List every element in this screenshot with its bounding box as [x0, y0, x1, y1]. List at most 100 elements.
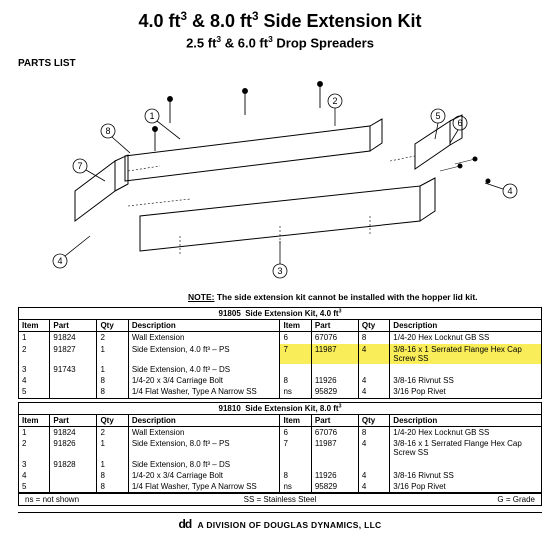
- table-cell: [50, 386, 97, 398]
- kit-title: 91810 Side Extension Kit, 8.0 ft3: [19, 402, 542, 414]
- table-cell: 91827: [50, 344, 97, 364]
- col-header: Item: [280, 414, 311, 426]
- col-header: Description: [390, 320, 542, 332]
- page-subtitle: 2.5 ft3 & 6.0 ft3 Drop Spreaders: [18, 34, 542, 50]
- table-cell: 91743: [50, 364, 97, 375]
- table-cell: 3/8-16 x 1 Serrated Flange Hex Cap Screw…: [390, 438, 542, 458]
- col-header: Qty: [97, 320, 128, 332]
- table-cell: Wall Extension: [128, 332, 280, 344]
- table-cell: 1: [97, 438, 128, 458]
- exploded-diagram: 1 2 3 4 4 6 5 7 8: [18, 71, 542, 291]
- brand-logo-icon: dd: [179, 517, 192, 531]
- table-cell: [280, 459, 311, 470]
- table-cell: 1/4-20 x 3/4 Carriage Bolt: [128, 375, 280, 386]
- table-cell: 1: [19, 426, 50, 438]
- table-cell: 4: [19, 375, 50, 386]
- legend-b: SS = Stainless Steel: [191, 494, 369, 506]
- table-cell: 5: [19, 386, 50, 398]
- table-cell: 8: [97, 375, 128, 386]
- table-cell: Side Extension, 8.0 ft³ – PS: [128, 438, 280, 458]
- col-header: Description: [128, 414, 280, 426]
- table-cell: 2: [97, 426, 128, 438]
- table-cell: 4: [358, 386, 389, 398]
- table-cell: 11926: [311, 470, 358, 481]
- table-cell: 95829: [311, 481, 358, 493]
- table-cell: 2: [97, 332, 128, 344]
- install-note: NOTE: The side extension kit cannot be i…: [18, 293, 542, 303]
- svg-text:3: 3: [277, 266, 282, 276]
- col-header: Qty: [97, 414, 128, 426]
- table-cell: [50, 481, 97, 493]
- table-cell: 67076: [311, 426, 358, 438]
- table-cell: Side Extension, 4.0 ft³ – DS: [128, 364, 280, 375]
- table-cell: 11987: [311, 344, 358, 364]
- table-cell: 3/8-16 x 1 Serrated Flange Hex Cap Screw…: [390, 344, 542, 364]
- table-cell: ns: [280, 481, 311, 493]
- table-cell: [358, 364, 389, 375]
- table-cell: 5: [19, 481, 50, 493]
- table-cell: 1/4 Flat Washer, Type A Narrow SS: [128, 481, 280, 493]
- svg-text:1: 1: [149, 111, 154, 121]
- table-cell: 8: [97, 386, 128, 398]
- kit-title: 91805 Side Extension Kit, 4.0 ft3: [19, 308, 542, 320]
- table-cell: 91828: [50, 459, 97, 470]
- table-cell: 8: [358, 426, 389, 438]
- col-header: Item: [280, 320, 311, 332]
- col-header: Qty: [358, 414, 389, 426]
- kit-table: 91805 Side Extension Kit, 4.0 ft3ItemPar…: [18, 307, 542, 399]
- table-cell: 11987: [311, 438, 358, 458]
- table-cell: 67076: [311, 332, 358, 344]
- table-cell: 3: [19, 364, 50, 375]
- table-cell: 1/4 Flat Washer, Type A Narrow SS: [128, 386, 280, 398]
- table-cell: 4: [358, 375, 389, 386]
- table-cell: 7: [280, 344, 311, 364]
- table-cell: [311, 459, 358, 470]
- table-cell: [50, 470, 97, 481]
- note-body: The side extension kit cannot be install…: [214, 292, 477, 302]
- table-cell: 2: [19, 438, 50, 458]
- table-cell: 3/16 Pop Rivet: [390, 386, 542, 398]
- col-header: Description: [128, 320, 280, 332]
- table-cell: 8: [97, 481, 128, 493]
- col-header: Part: [311, 320, 358, 332]
- table-cell: 4: [358, 470, 389, 481]
- legend-row: ns = not shown SS = Stainless Steel G = …: [18, 493, 542, 506]
- table-cell: 8: [358, 332, 389, 344]
- svg-text:4: 4: [57, 256, 62, 266]
- table-cell: 1: [97, 364, 128, 375]
- table-cell: 91826: [50, 438, 97, 458]
- page-title: 4.0 ft3 & 8.0 ft3 Side Extension Kit: [18, 10, 542, 32]
- table-cell: Side Extension, 4.0 ft³ – PS: [128, 344, 280, 364]
- svg-text:8: 8: [105, 126, 110, 136]
- table-cell: [390, 364, 542, 375]
- table-cell: 4: [358, 438, 389, 458]
- svg-text:5: 5: [435, 111, 440, 121]
- footer-text: A DIVISION OF DOUGLAS DYNAMICS, LLC: [198, 520, 382, 530]
- col-header: Description: [390, 414, 542, 426]
- table-cell: 3/16 Pop Rivet: [390, 481, 542, 493]
- table-cell: 91824: [50, 332, 97, 344]
- page-footer: dd A DIVISION OF DOUGLAS DYNAMICS, LLC: [18, 512, 542, 531]
- table-cell: 8: [97, 470, 128, 481]
- table-cell: 8: [280, 470, 311, 481]
- table-cell: 1: [19, 332, 50, 344]
- table-cell: 1: [97, 344, 128, 364]
- col-header: Item: [19, 320, 50, 332]
- kits-tables: 91805 Side Extension Kit, 4.0 ft3ItemPar…: [18, 307, 542, 493]
- table-cell: 1/4-20 Hex Locknut GB SS: [390, 426, 542, 438]
- kit-table: 91810 Side Extension Kit, 8.0 ft3ItemPar…: [18, 402, 542, 494]
- table-cell: 8: [280, 375, 311, 386]
- table-cell: 1/4-20 x 3/4 Carriage Bolt: [128, 470, 280, 481]
- table-cell: Side Extension, 8.0 ft³ – DS: [128, 459, 280, 470]
- table-cell: 4: [358, 481, 389, 493]
- table-cell: 4: [19, 470, 50, 481]
- table-cell: 11926: [311, 375, 358, 386]
- svg-text:2: 2: [332, 96, 337, 106]
- table-cell: 6: [280, 332, 311, 344]
- table-cell: 91824: [50, 426, 97, 438]
- table-cell: 7: [280, 438, 311, 458]
- col-header: Qty: [358, 320, 389, 332]
- table-cell: ns: [280, 386, 311, 398]
- table-cell: 1: [97, 459, 128, 470]
- table-cell: [390, 459, 542, 470]
